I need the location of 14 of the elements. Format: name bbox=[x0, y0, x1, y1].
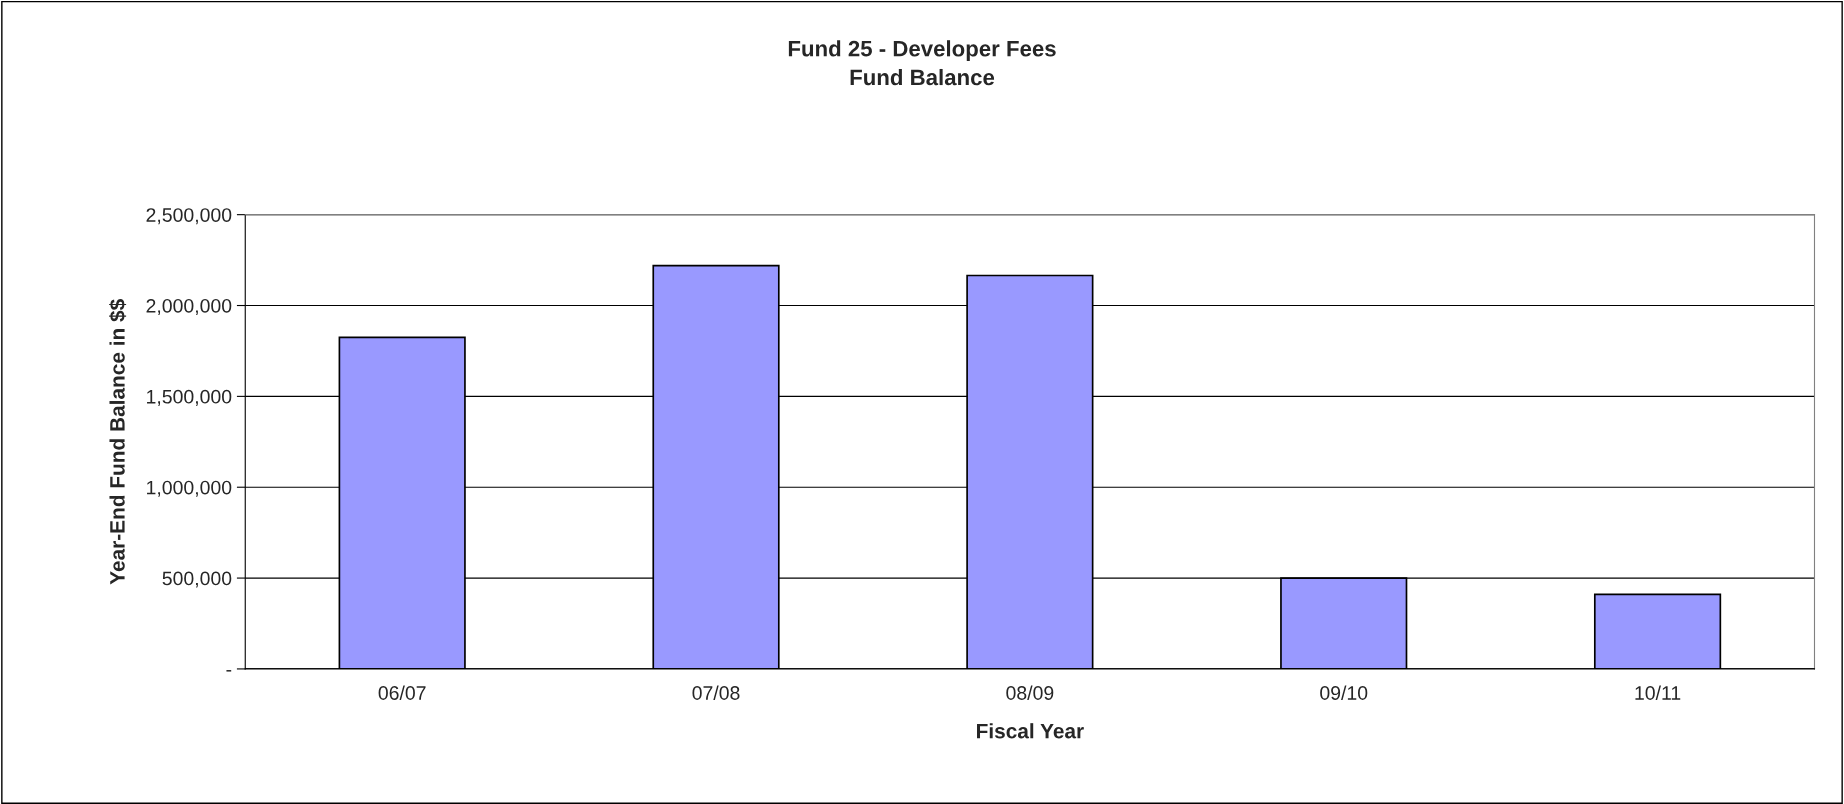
x-tick-label: 09/10 bbox=[1320, 685, 1368, 700]
x-tick-label: 06/07 bbox=[378, 685, 426, 700]
y-tick-label: 2,000,000 bbox=[146, 298, 232, 316]
x-tick-label: 08/09 bbox=[1006, 685, 1054, 700]
y-tick-label: 2,500,000 bbox=[146, 208, 232, 225]
y-tick-label: 1,000,000 bbox=[147, 480, 232, 497]
x-axis-title: Fiscal Year bbox=[977, 723, 1084, 739]
x-tick-label: 07/08 bbox=[692, 685, 740, 700]
y-tick-label: 500,000 bbox=[162, 571, 232, 588]
y-tick-label: 1,500,000 bbox=[147, 389, 232, 406]
y-tick-label: - bbox=[226, 670, 232, 672]
x-tick-label: 10/11 bbox=[1635, 685, 1681, 700]
y-axis-title: Year-End Fund Balance in $$ bbox=[109, 299, 127, 585]
chart-title: Fund 25 - Developer Fees Fund Balance bbox=[788, 40, 1056, 86]
